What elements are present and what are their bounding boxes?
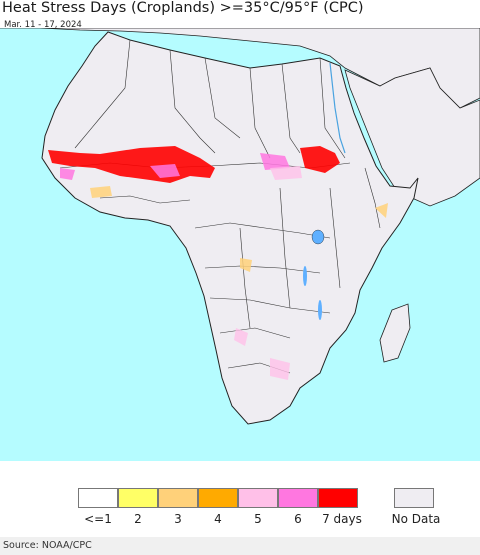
nile-river <box>329 62 346 154</box>
legend-swatch-7 <box>318 488 358 508</box>
heat-stress-pink-patches <box>60 153 290 180</box>
legend-swatch-5 <box>238 488 278 508</box>
lake-victoria <box>311 229 325 245</box>
lake-malawi <box>318 300 322 320</box>
legend-swatch-3 <box>158 488 198 508</box>
legend-label-7: 7 days <box>322 512 362 526</box>
legend-label-6: 6 <box>294 512 302 526</box>
heat-stress-light-patches <box>234 166 302 380</box>
legend-swatch-1 <box>78 488 118 508</box>
map-title: Heat Stress Days (Croplands) >=35°C/95°F… <box>2 0 364 16</box>
lake-tanganyika <box>303 266 307 286</box>
legend-label-nodata: No Data <box>391 512 441 526</box>
madagascar-land <box>379 303 411 363</box>
legend: <=1 2 3 4 5 6 7 days No Data <box>0 461 480 537</box>
legend-label-1: <=1 <box>84 512 112 526</box>
source-text: Source: NOAA/CPC <box>3 540 92 551</box>
legend-label-4: 4 <box>214 512 222 526</box>
legend-swatch-2 <box>118 488 158 508</box>
legend-swatch-4 <box>198 488 238 508</box>
map-panel <box>0 28 480 461</box>
source-footer: Source: NOAA/CPC <box>0 537 480 555</box>
legend-label-3: 3 <box>174 512 182 526</box>
legend-label-5: 5 <box>254 512 262 526</box>
date-range: Mar. 11 - 17, 2024 <box>4 20 82 30</box>
legend-swatch-6 <box>278 488 318 508</box>
legend-swatch-nodata <box>394 488 434 508</box>
legend-label-2: 2 <box>134 512 142 526</box>
arabia-land <box>344 67 480 207</box>
heat-stress-yellow-patches <box>90 186 388 272</box>
africa-map <box>0 28 480 425</box>
africa-land <box>41 31 419 425</box>
